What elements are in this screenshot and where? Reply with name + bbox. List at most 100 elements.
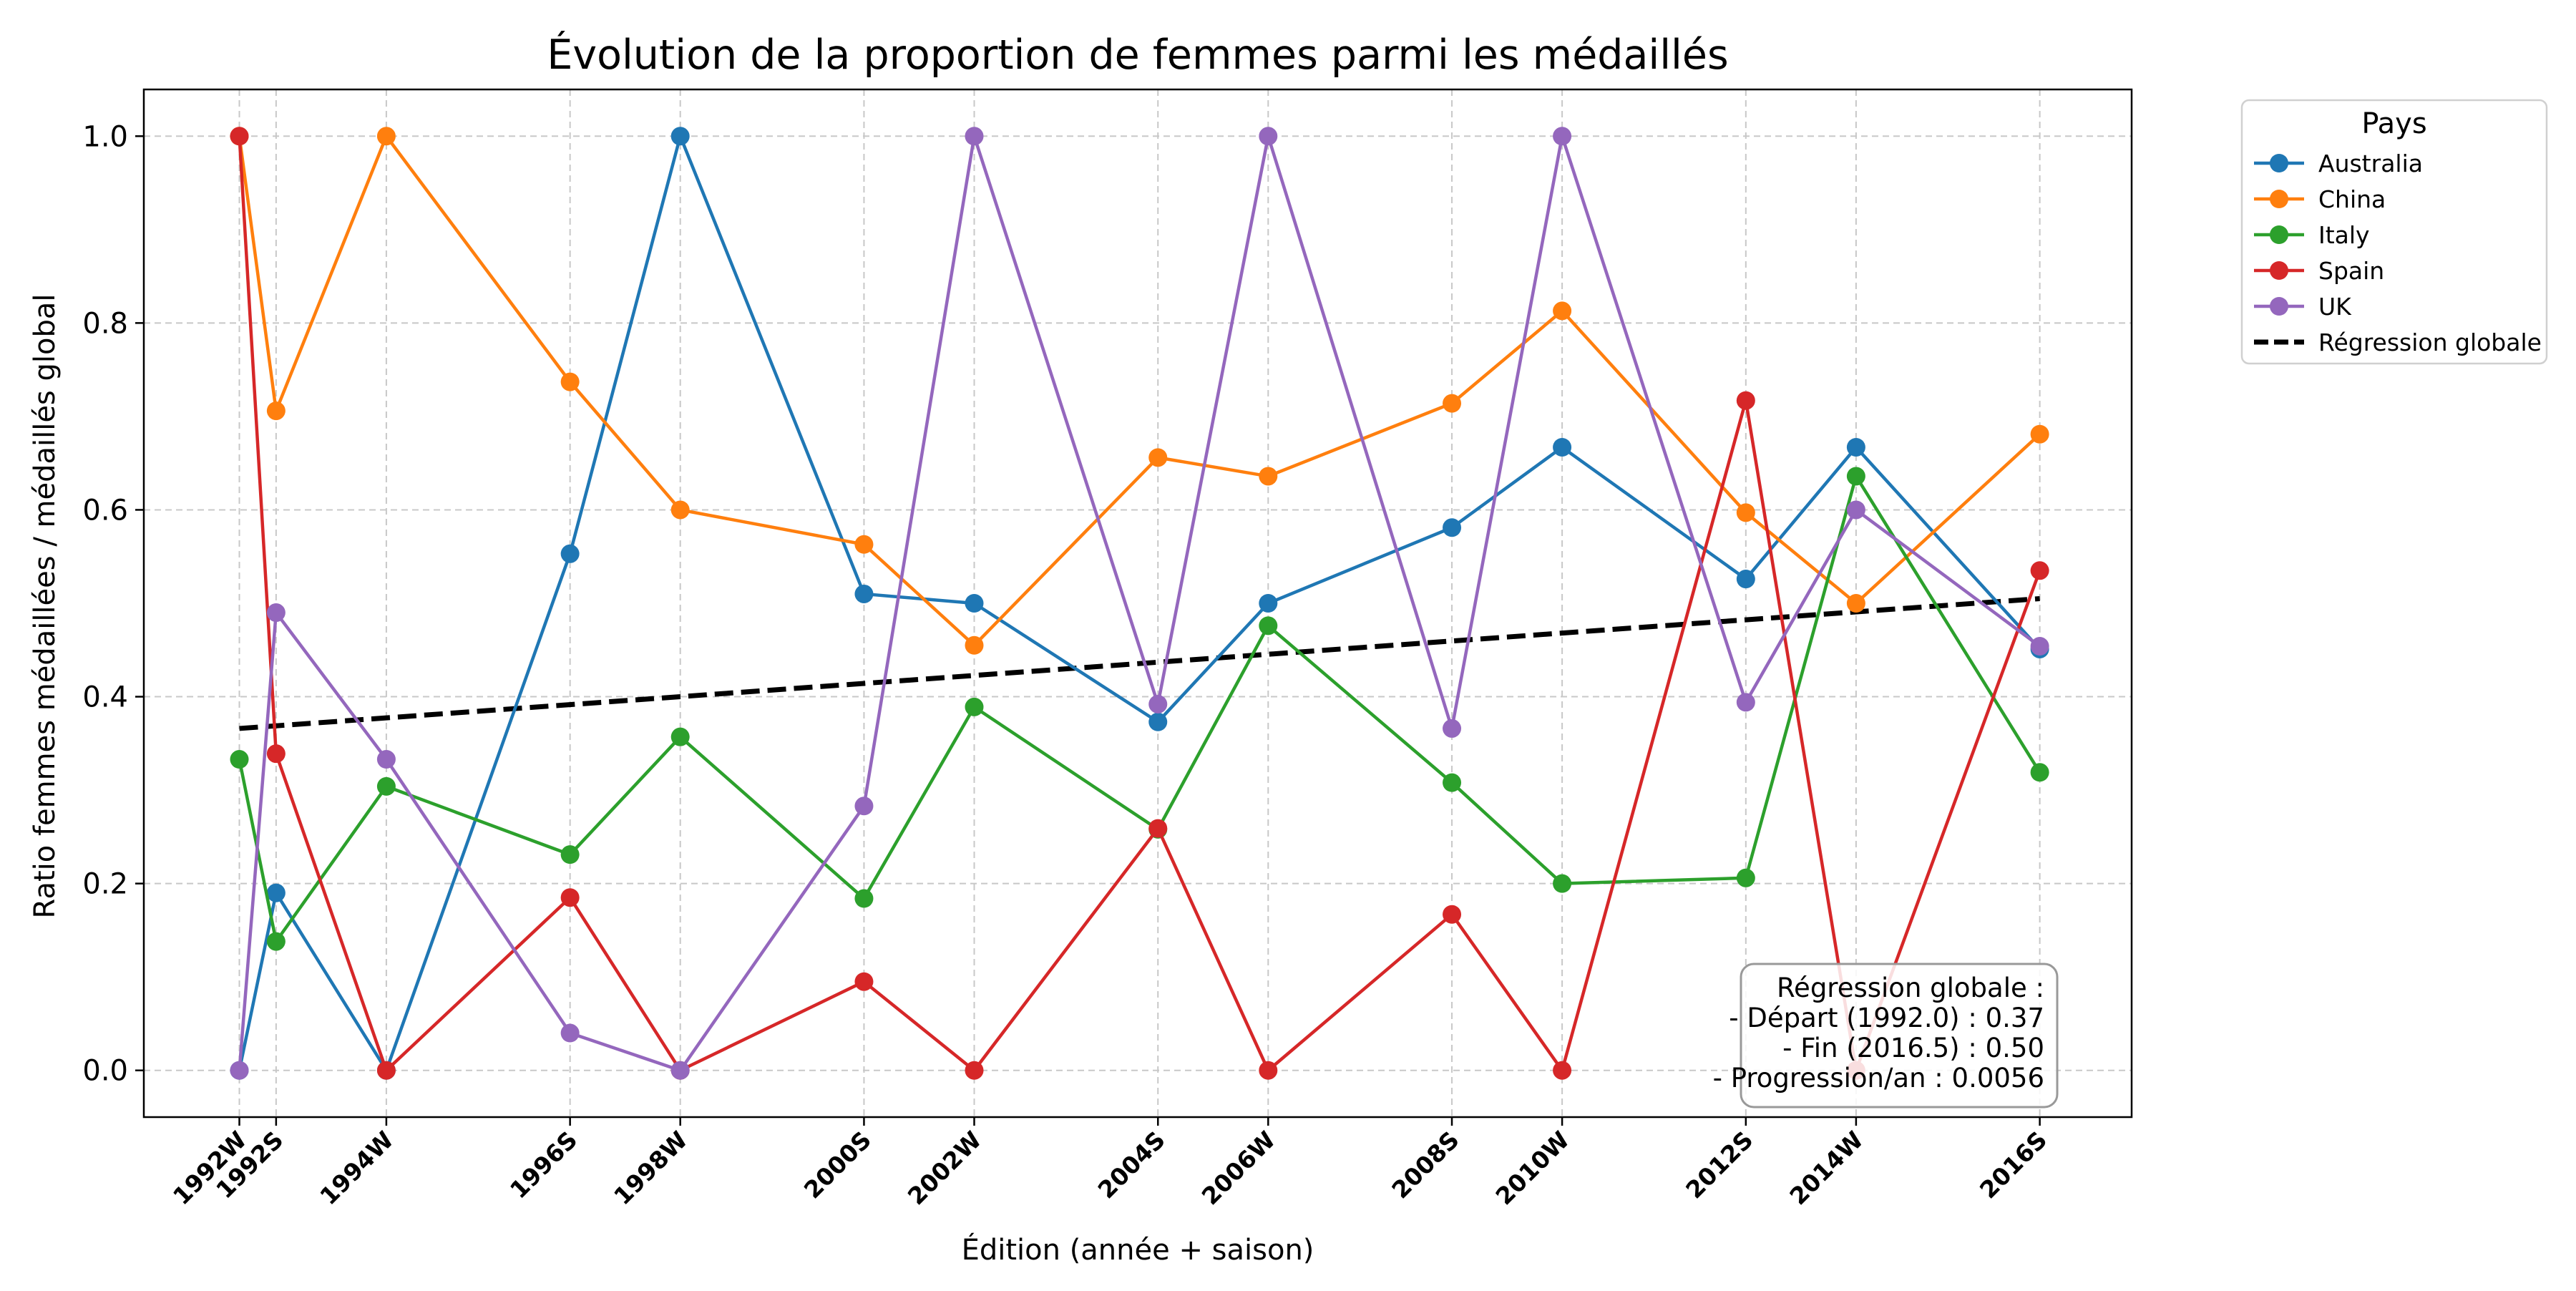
data-point-china [1553, 301, 1572, 321]
legend: Pays Australia China Italy Spain UK Régression… [2240, 99, 2548, 365]
data-point-spain [266, 744, 286, 764]
data-point-australia [266, 883, 286, 902]
y-tick-label: 0.0 [82, 1055, 128, 1088]
legend-label-australia: Australia [2318, 150, 2423, 177]
chart-title: Évolution de la proportion de femmes par… [547, 30, 1728, 79]
data-point-italy [1553, 874, 1572, 893]
data-point-uk [670, 1061, 690, 1080]
data-point-spain [230, 127, 249, 146]
data-point-italy [670, 727, 690, 746]
annotation-line: - Progression/an : 0.0056 [1713, 1063, 2044, 1093]
x-axis-label: Édition (année + saison) [962, 1232, 1314, 1267]
data-point-italy [560, 845, 580, 864]
data-point-australia [854, 584, 874, 603]
legend-title: Pays [2361, 107, 2426, 140]
series-line-china [238, 135, 2041, 647]
regression-annotation: Régression globale :- Départ (1992.0) : … [1713, 963, 2059, 1109]
data-point-australia [1443, 518, 1462, 537]
data-point-china [670, 500, 690, 520]
data-point-australia [1259, 594, 1278, 613]
data-point-china [965, 635, 984, 655]
data-point-china [1736, 503, 1755, 522]
data-point-italy [1846, 467, 1865, 486]
series-china [230, 127, 2049, 655]
data-point-spain [1443, 905, 1462, 924]
data-point-spain [854, 972, 874, 991]
data-point-china [854, 535, 874, 554]
plot-frame [142, 88, 2133, 1119]
series-line-australia [238, 135, 2041, 1072]
data-point-australia [1148, 712, 1168, 731]
y-axis-label: Ratio femmes médaillées / médaillés glob… [29, 294, 62, 919]
data-point-china [2030, 424, 2049, 444]
data-point-uk [1846, 500, 1865, 520]
series-uk [230, 127, 2049, 1080]
data-point-uk [2030, 637, 2049, 656]
annotation-line: - Fin (2016.5) : 0.50 [1782, 1033, 2044, 1063]
data-point-china [1846, 594, 1865, 613]
data-point-italy [230, 750, 249, 769]
data-point-italy [2030, 763, 2049, 782]
data-point-australia [1846, 437, 1865, 457]
data-point-uk [1736, 693, 1755, 712]
data-point-uk [1443, 718, 1462, 738]
annotation-line: - Départ (1992.0) : 0.37 [1729, 1003, 2044, 1033]
data-point-australia [670, 127, 690, 146]
data-point-uk [376, 750, 396, 769]
legend-label-italy: Italy [2318, 221, 2370, 249]
data-point-spain [1736, 391, 1755, 410]
data-point-spain [2030, 561, 2049, 580]
y-tick-label: 0.6 [82, 494, 128, 527]
data-point-italy [376, 776, 396, 796]
data-point-uk [1259, 127, 1278, 146]
data-point-australia [1553, 437, 1572, 457]
data-point-uk [1148, 694, 1168, 713]
legend-marker-china [2270, 190, 2288, 208]
data-point-china [1259, 467, 1278, 486]
series-line-uk [238, 135, 2041, 1072]
data-point-italy [1443, 773, 1462, 792]
data-point-china [376, 127, 396, 146]
data-point-spain [560, 888, 580, 907]
data-point-italy [965, 697, 984, 716]
regression-line [239, 595, 2040, 731]
data-point-china [1443, 394, 1462, 413]
y-tick-label: 0.4 [82, 681, 128, 714]
data-point-spain [376, 1061, 396, 1080]
legend-label-china: China [2318, 185, 2386, 213]
data-point-china [1148, 448, 1168, 467]
legend-marker-australia [2270, 154, 2288, 172]
y-tick-label: 0.8 [82, 307, 128, 340]
data-point-italy [1736, 868, 1755, 887]
data-point-australia [560, 544, 580, 563]
data-point-spain [1148, 819, 1168, 838]
data-point-spain [1553, 1061, 1572, 1080]
series-line-spain [238, 136, 2041, 1072]
y-tick-label: 1.0 [82, 120, 128, 153]
data-point-china [266, 401, 286, 421]
series-line-italy [238, 474, 2041, 943]
data-point-china [560, 372, 580, 391]
data-point-uk [266, 603, 286, 623]
grid [144, 89, 2132, 1117]
legend-marker-spain [2270, 261, 2288, 280]
legend-label-uk: UK [2318, 293, 2352, 321]
legend-marker-uk [2270, 297, 2288, 316]
legend-marker-italy [2270, 225, 2288, 244]
data-point-italy [266, 932, 286, 951]
legend-label-r-gression-globale: Régression globale [2318, 328, 2542, 356]
data-point-italy [1259, 616, 1278, 635]
data-point-uk [854, 796, 874, 816]
legend-box [2240, 99, 2548, 365]
annotation-box [1740, 963, 2059, 1109]
series-layer [230, 127, 2049, 1080]
data-point-spain [965, 1061, 984, 1080]
legend-label-spain: Spain [2318, 257, 2384, 285]
data-point-australia [965, 594, 984, 613]
data-point-uk [965, 127, 984, 146]
data-point-uk [1553, 127, 1572, 146]
data-point-uk [230, 1061, 249, 1080]
annotation-line: Régression globale : [1777, 973, 2044, 1003]
